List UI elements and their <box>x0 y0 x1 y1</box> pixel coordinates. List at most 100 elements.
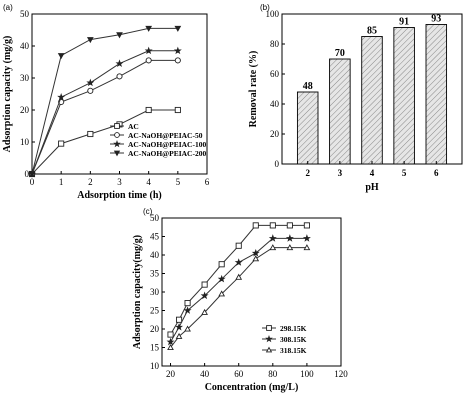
x-tick-label: 6 <box>205 177 210 187</box>
plot-frame <box>161 217 342 367</box>
y-tick-label: 80 <box>270 39 280 49</box>
data-point <box>144 46 153 55</box>
x-tick-label: 1 <box>59 177 64 187</box>
data-point <box>302 234 311 242</box>
series-line <box>31 27 178 175</box>
y-tick-label: 30 <box>150 287 160 297</box>
series-line <box>31 50 178 175</box>
legend-marker <box>113 140 121 148</box>
data-point <box>269 244 277 251</box>
y-tick-label: 30 <box>20 73 30 83</box>
legend: ACAC-NaOH@PEIAC-50AC-NaOH@PEIAC-100AC-Na… <box>110 122 206 158</box>
legend-entry: 308.15K <box>280 335 307 344</box>
data-point <box>116 73 123 80</box>
data-point <box>285 234 294 242</box>
series-298-15k <box>167 222 310 338</box>
panel-a-line-chart: 0 1 2 3 4 5 6 0 10 20 30 40 50 Adsorption time (h) Ads… <box>2 3 210 201</box>
data-point <box>218 290 226 297</box>
bar <box>361 36 383 165</box>
legend-entry: AC-NaOH@PEIAC-200 <box>128 149 206 158</box>
x-tick-label: 100 <box>300 369 314 379</box>
x-tick-label: 40 <box>200 369 210 379</box>
data-point <box>175 316 183 323</box>
y-tick-label: 60 <box>270 69 280 79</box>
data-point <box>303 244 311 251</box>
series-line <box>31 59 178 175</box>
bar-data-label: 93 <box>431 14 441 25</box>
bar-data-label: 91 <box>399 17 409 28</box>
x-axis-label: Concentration (mg/L) <box>205 382 299 393</box>
data-point <box>57 93 66 101</box>
data-point <box>184 325 191 332</box>
data-point <box>174 25 182 32</box>
series-318-15k <box>167 244 311 351</box>
data-point <box>286 244 294 251</box>
data-point <box>234 258 243 266</box>
legend-marker <box>114 123 120 129</box>
data-point <box>115 59 124 67</box>
y-tick-label: 100 <box>266 9 280 19</box>
series-line <box>170 224 307 335</box>
y-tick-label: 35 <box>150 269 160 279</box>
data-point <box>28 171 36 178</box>
x-tick-label: 4 <box>370 168 375 178</box>
y-tick-label: 20 <box>270 129 280 139</box>
x-tick-label: 4 <box>146 177 151 187</box>
x-tick-label: 80 <box>268 369 278 379</box>
x-tick-label: 120 <box>334 369 348 379</box>
legend-marker <box>113 150 121 157</box>
data-point <box>86 78 95 87</box>
legend: 298.15K 308.15K 318.15K <box>262 324 307 355</box>
data-point <box>145 25 153 32</box>
data-point <box>167 331 174 338</box>
y-tick-label: 40 <box>270 99 280 109</box>
data-point <box>87 130 94 138</box>
bar <box>296 91 319 165</box>
data-point <box>173 46 182 55</box>
data-point <box>235 242 242 249</box>
y-tick-label: 20 <box>150 324 160 334</box>
series-line <box>170 247 307 348</box>
data-point <box>145 106 152 114</box>
bar <box>425 24 448 165</box>
data-point <box>235 273 243 280</box>
panel-label: (b) <box>260 3 270 12</box>
y-tick-label: 45 <box>150 232 160 242</box>
data-point <box>252 255 260 262</box>
data-point <box>252 222 259 229</box>
y-tick-label: 15 <box>150 343 160 353</box>
legend-entry: AC-NaOH@PEIAC-100 <box>128 140 206 149</box>
x-tick-label: 2 <box>305 168 310 178</box>
y-tick-label: 40 <box>150 250 160 260</box>
data-point <box>86 37 94 44</box>
y-tick-label: 0 <box>275 159 280 169</box>
data-point <box>201 281 208 288</box>
x-tick-label: 2 <box>88 177 93 187</box>
data-point <box>145 57 152 64</box>
data-point <box>166 337 175 346</box>
y-tick-label: 25 <box>150 306 160 316</box>
y-axis-label: Adsorption capacity (mg/g) <box>2 36 13 153</box>
data-point <box>87 87 94 94</box>
x-tick-label: 3 <box>338 168 343 178</box>
y-axis-label: Removal rate (%) <box>248 51 259 128</box>
panel-label: (c) <box>143 207 153 216</box>
x-tick-label: 5 <box>402 168 407 178</box>
data-point <box>201 308 208 315</box>
x-tick-label: 3 <box>117 177 122 187</box>
bar <box>329 58 351 165</box>
x-axis-label: Adsorption time (h) <box>77 190 161 201</box>
y-tick-label: 40 <box>20 41 30 51</box>
legend-entry: 318.15K <box>280 346 307 355</box>
x-axis-label: pH <box>365 182 379 193</box>
data-point <box>217 274 226 283</box>
x-tick-label: 60 <box>234 369 244 379</box>
legend-entry: 298.15K <box>280 324 307 333</box>
data-point <box>116 32 123 39</box>
data-point <box>218 261 225 268</box>
y-tick-label: 50 <box>150 213 160 223</box>
panel-label: (a) <box>3 3 13 12</box>
data-point <box>58 140 65 147</box>
x-tick-label: 0 <box>30 177 35 187</box>
